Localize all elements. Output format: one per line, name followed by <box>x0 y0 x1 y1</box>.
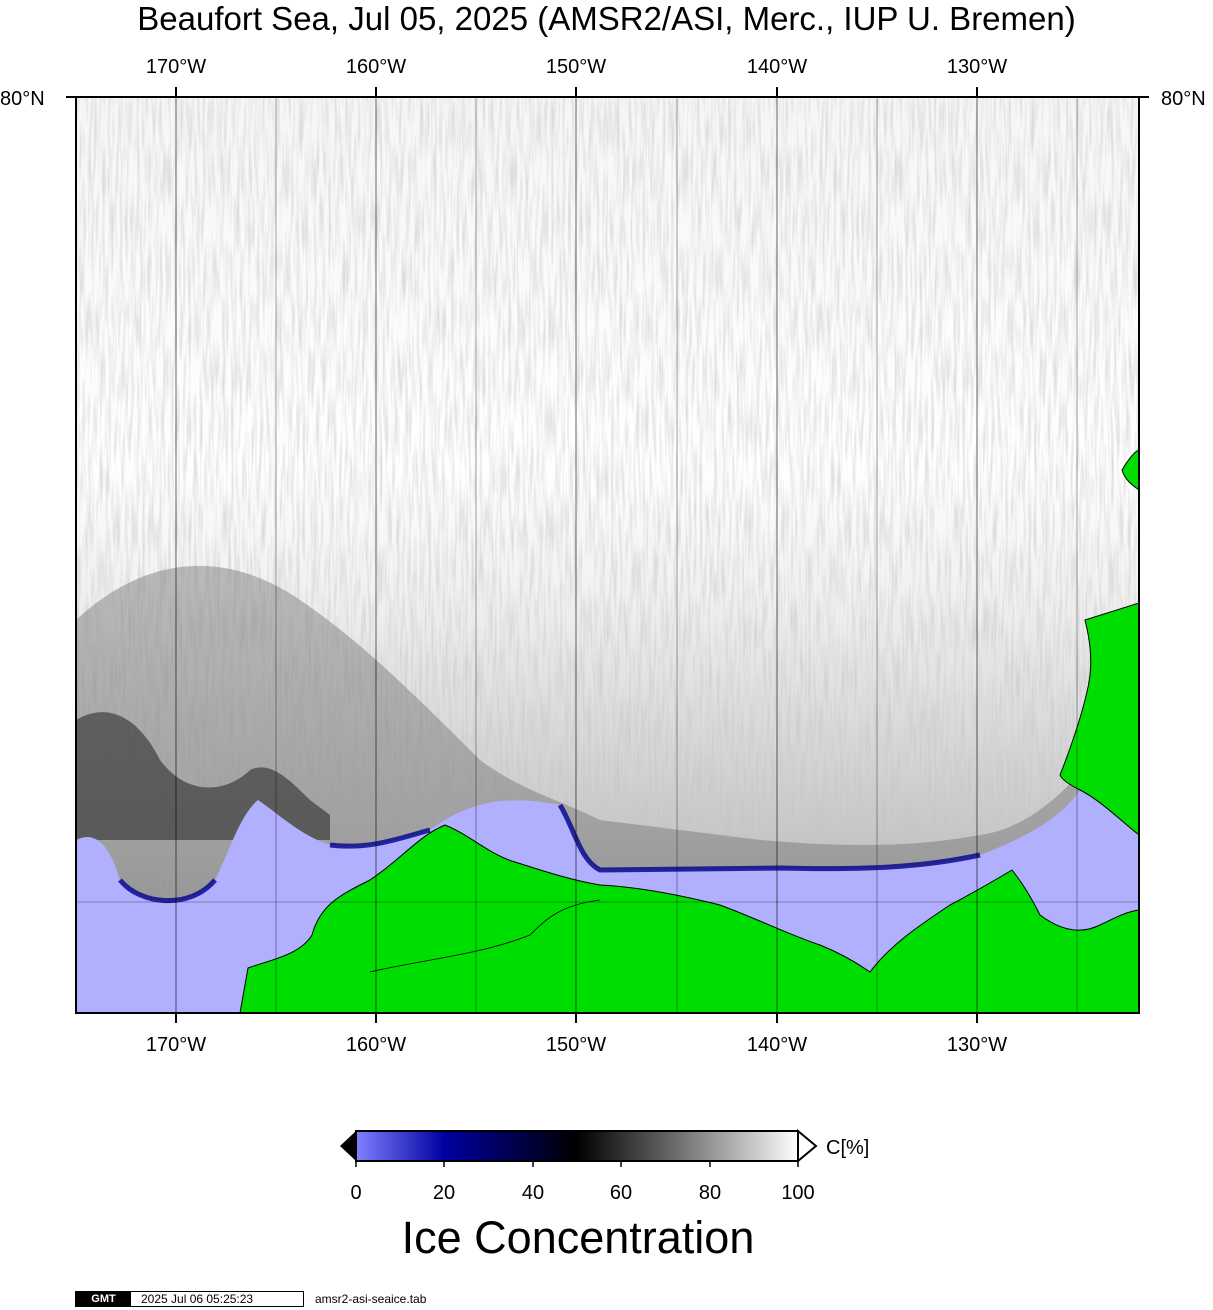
lon-label-bottom-170w: 170°W <box>145 1034 207 1056</box>
frame-ticks <box>66 87 1149 1023</box>
border-line <box>369 899 601 973</box>
colorbar-tick-40: 40 <box>521 1182 545 1204</box>
lon-label-top-140w: 140°W <box>746 56 808 78</box>
colorbar-tick-0: 0 <box>350 1182 362 1204</box>
lon-label-bottom-140w: 140°W <box>746 1034 808 1056</box>
lon-label-top-160w: 160°W <box>345 56 407 78</box>
script-name: amsr2-asi-seaice.tab <box>315 1292 427 1306</box>
lat-label-left-80n: 80°N <box>0 88 45 110</box>
lon-label-top-170w: 170°W <box>145 56 207 78</box>
colorbar-over-triangle <box>797 1128 818 1164</box>
lat-label-right-80n: 80°N <box>1161 88 1206 110</box>
map-frame <box>75 96 1140 1014</box>
colorbar-tick-100: 100 <box>781 1182 815 1204</box>
prince-patrick-island <box>1121 449 1139 491</box>
map-title: Beaufort Sea, Jul 05, 2025 (AMSR2/ASI, M… <box>137 0 1076 37</box>
lon-label-top-150w: 150°W <box>545 56 607 78</box>
colorbar-gradient <box>355 1130 799 1162</box>
sea-ice-texture <box>76 97 1139 897</box>
colorbar-under-triangle <box>340 1131 356 1161</box>
gmt-logo: GMT <box>76 1292 131 1306</box>
lon-label-bottom-130w: 130°W <box>946 1034 1008 1056</box>
lon-label-bottom-150w: 150°W <box>545 1034 607 1056</box>
ice-edge-dark-blue <box>118 803 981 904</box>
banks-island <box>1059 602 1139 836</box>
lon-label-top-130w: 130°W <box>946 56 1008 78</box>
sea-ice-map <box>66 87 1149 1023</box>
timestamp-text: 2025 Jul 06 05:25:23 <box>141 1292 254 1306</box>
colorbar <box>340 1128 818 1167</box>
colorbar-tick-80: 80 <box>698 1182 722 1204</box>
colorbar-title: Ice Concentration <box>401 1212 755 1263</box>
lon-label-bottom-160w: 160°W <box>345 1034 407 1056</box>
colorbar-tick-60: 60 <box>609 1182 633 1204</box>
gmt-timestamp-box: GMT 2025 Jul 06 05:25:23 <box>75 1291 304 1307</box>
colorbar-unit-label: C[%] <box>826 1137 870 1159</box>
colorbar-ticks <box>355 1161 799 1167</box>
graticule <box>76 97 1139 1013</box>
colorbar-tick-20: 20 <box>432 1182 456 1204</box>
